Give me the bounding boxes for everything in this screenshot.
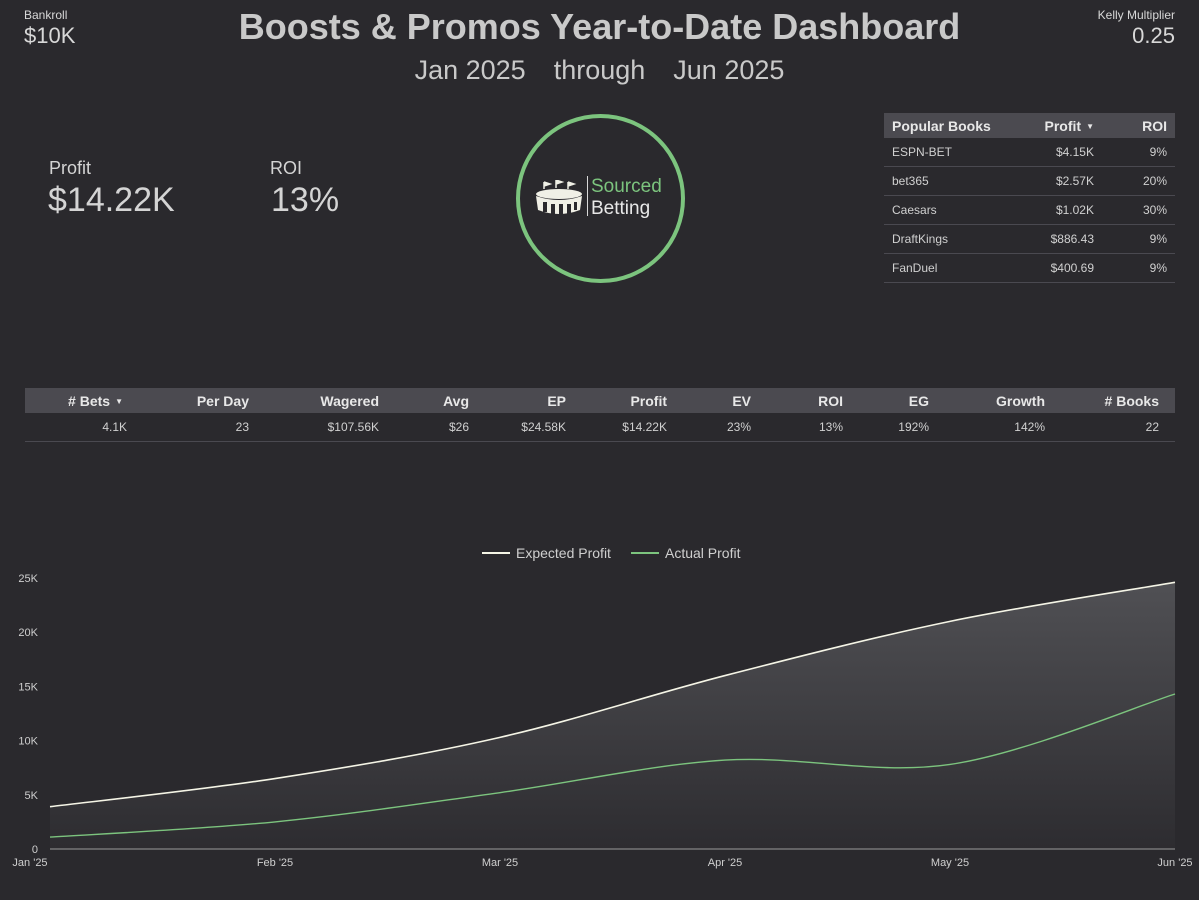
cell-wagered: $107.56K: [327, 420, 379, 434]
date-end[interactable]: Jun 2025: [673, 55, 785, 85]
cell-avg: $26: [448, 420, 469, 434]
cell-bets: 4.1K: [102, 420, 127, 434]
table-row: ESPN-BET $4.15K 9%: [884, 138, 1175, 167]
chart-legend[interactable]: Expected Profit Actual Profit: [482, 545, 741, 561]
column-header-profit[interactable]: Profit ▼: [1044, 117, 1094, 134]
column-header-books[interactable]: # Books: [1104, 392, 1159, 409]
table-row: bet365 $2.57K 20%: [884, 167, 1175, 196]
column-header-ev[interactable]: EV: [732, 392, 751, 409]
column-header-ep[interactable]: EP: [547, 392, 566, 409]
y-axis: 0 5K 10K 15K 20K 25K: [18, 573, 38, 856]
date-start[interactable]: Jan 2025: [414, 55, 526, 85]
column-header-bets[interactable]: # Bets ▼: [68, 392, 123, 409]
cell-growth: 142%: [1014, 420, 1045, 434]
y-tick-label: 0: [32, 844, 38, 856]
logo-divider: [587, 176, 588, 216]
book-name: bet365: [892, 174, 929, 188]
cell-profit: $14.22K: [622, 420, 667, 434]
cell-ep: $24.58K: [521, 420, 566, 434]
kelly-multiplier-label: Kelly Multiplier: [1097, 8, 1175, 22]
book-name: FanDuel: [892, 261, 938, 275]
sourced-betting-logo: Sourced Betting: [516, 114, 685, 283]
logo-text-sourced: Sourced: [591, 176, 662, 197]
profit-kpi-value: $14.22K: [48, 181, 175, 219]
x-tick-label: May '25: [931, 857, 969, 869]
page-title: Boosts & Promos Year-to-Date Dashboard: [238, 6, 961, 47]
book-profit: $2.57K: [1055, 174, 1094, 188]
x-tick-label: Apr '25: [708, 857, 743, 869]
x-axis: Jan '25 Feb '25 Mar '25 Apr '25 May '25 Jun '…: [12, 857, 1192, 869]
series-line-expected-profit[interactable]: [49, 581, 1176, 808]
x-tick-label: Mar '25: [482, 857, 518, 869]
x-tick-label: Jun '25: [1157, 857, 1192, 869]
cell-roi: 13%: [818, 420, 843, 434]
bankroll-value: $10K: [24, 23, 76, 48]
date-through-label: through: [553, 55, 646, 85]
table-row: FanDuel $400.69 9%: [884, 254, 1175, 283]
area-between-series: [50, 582, 1175, 849]
roi-kpi-value: 13%: [271, 181, 340, 219]
column-header-roi[interactable]: ROI: [818, 392, 843, 409]
table-row: DraftKings $886.43 9%: [884, 225, 1175, 254]
column-header-profit[interactable]: Profit: [630, 392, 667, 409]
logo-text-betting: Betting: [591, 198, 651, 219]
cell-eg: 192%: [898, 420, 929, 434]
table-header: # Bets ▼ Per Day Wagered Avg EP Profit EV…: [25, 388, 1175, 413]
column-header-wagered[interactable]: Wagered: [320, 392, 379, 409]
table-row: Caesars $1.02K 30%: [884, 196, 1175, 225]
profit-kpi-label: Profit: [49, 158, 92, 178]
book-roi: 9%: [1149, 145, 1167, 159]
profit-chart: Expected Profit Actual Profit 0 5K 10K 15K 2…: [12, 545, 1192, 869]
book-roi: 30%: [1142, 203, 1167, 217]
book-profit: $886.43: [1050, 232, 1094, 246]
y-tick-label: 5K: [25, 790, 39, 802]
y-tick-label: 10K: [18, 736, 38, 748]
summary-stats-table: # Bets ▼ Per Day Wagered Avg EP Profit EV…: [25, 388, 1175, 442]
stadium-icon: [536, 180, 582, 214]
column-header-eg[interactable]: EG: [908, 392, 929, 409]
date-range[interactable]: Jan 2025 through Jun 2025: [0, 55, 1199, 86]
book-name: Caesars: [892, 203, 937, 217]
column-header-avg[interactable]: Avg: [443, 392, 469, 409]
x-tick-label: Feb '25: [257, 857, 293, 869]
kelly-multiplier-value: 0.25: [1132, 23, 1175, 48]
series-line-actual-profit[interactable]: [49, 693, 1176, 838]
book-roi: 20%: [1142, 174, 1167, 188]
caret-down-icon: ▼: [115, 397, 123, 407]
book-name: ESPN-BET: [892, 145, 953, 159]
column-header-growth[interactable]: Growth: [996, 392, 1045, 409]
table-header: Popular Books Profit ▼ ROI: [884, 113, 1175, 138]
book-roi: 9%: [1149, 261, 1167, 275]
roi-kpi-label: ROI: [270, 158, 303, 178]
table-row: 4.1K 23 $107.56K $26 $24.58K $14.22K 23%…: [25, 413, 1175, 442]
y-tick-label: 20K: [18, 627, 38, 639]
legend-label-expected: Expected Profit: [516, 545, 611, 561]
book-profit: $4.15K: [1055, 145, 1094, 159]
book-profit: $1.02K: [1055, 203, 1094, 217]
book-roi: 9%: [1149, 232, 1167, 246]
legend-label-actual: Actual Profit: [665, 545, 741, 561]
cell-ev: 23%: [726, 420, 751, 434]
column-header-per-day[interactable]: Per Day: [196, 392, 249, 409]
bankroll-label: Bankroll: [24, 8, 68, 22]
column-header-book[interactable]: Popular Books: [892, 117, 991, 134]
cell-books: 22: [1145, 420, 1159, 434]
popular-books-table: Popular Books Profit ▼ ROI ESPN-BET $4.15…: [884, 113, 1175, 283]
book-profit: $400.69: [1050, 261, 1094, 275]
cell-per-day: 23: [235, 420, 249, 434]
x-tick-label: Jan '25: [12, 857, 47, 869]
y-tick-label: 25K: [18, 573, 38, 585]
column-header-roi[interactable]: ROI: [1142, 117, 1167, 134]
book-name: DraftKings: [892, 232, 949, 246]
caret-down-icon: ▼: [1086, 122, 1094, 132]
y-tick-label: 15K: [18, 681, 38, 693]
